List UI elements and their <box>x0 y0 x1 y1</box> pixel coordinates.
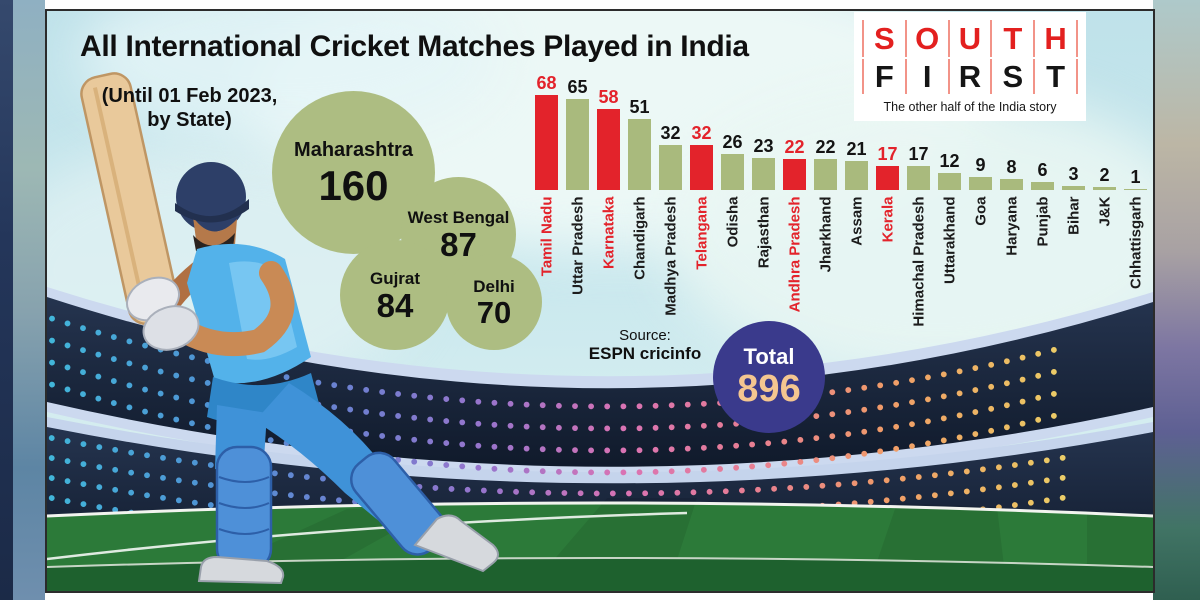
helmet-brim <box>175 199 249 223</box>
logo-letter: F <box>862 59 905 94</box>
logo-letter: R <box>947 59 991 94</box>
source-name: ESPN cricinfo <box>588 344 702 363</box>
left-blur-strip <box>13 0 45 600</box>
batsman-illustration <box>80 72 499 585</box>
infographic-card: ●●●●●●● ●● ● ●●●●●●●●●●●●●●●●●●●●●●●●● ●●●●●… <box>45 9 1155 593</box>
bubble-state-value: 70 <box>476 294 512 330</box>
cricket-shoe <box>413 514 499 573</box>
total-value: 896 <box>737 368 801 411</box>
bubble-state-name: Gujrat <box>369 268 421 288</box>
logo-letter: T <box>990 20 1033 57</box>
boundary-line <box>47 511 688 561</box>
subtitle-line-1: (Until 01 Feb 2023, <box>101 85 278 107</box>
logo-word-first: F I R S T <box>862 57 1078 94</box>
bubble-state-value: 84 <box>376 286 414 324</box>
logo-letter: I <box>904 59 948 94</box>
bubble-state-name: West Bengal <box>407 208 510 227</box>
logo-letter: S <box>862 20 905 57</box>
bubble-state-value: 87 <box>440 226 477 263</box>
logo-letter: T <box>1033 59 1078 94</box>
logo-letter: O <box>904 20 948 57</box>
page-subtitle: (Until 01 Feb 2023, by State) <box>82 85 297 132</box>
bubble-delhi: Delhi 70 <box>446 254 542 350</box>
logo-word-south: S O U T H <box>862 20 1078 57</box>
source-note: Source: ESPN cricinfo <box>567 327 723 364</box>
field-edge-line <box>47 501 1153 518</box>
logo-letter: U <box>947 20 991 57</box>
subtitle-line-2: by State) <box>147 108 232 131</box>
field-front-strip <box>47 558 1153 591</box>
logo-tagline: The other half of the India story <box>883 100 1057 114</box>
south-first-logo: S O U T H F I R S T The other half of th… <box>854 12 1086 121</box>
right-blur-strip <box>1153 0 1200 600</box>
batsman-right-arm <box>169 261 295 357</box>
logo-letter: H <box>1033 20 1078 57</box>
bubble-state-name: Delhi <box>473 276 515 296</box>
source-label: Source: <box>619 327 671 344</box>
total-badge: Total 896 <box>713 321 825 433</box>
total-label: Total <box>743 344 795 370</box>
cloud-shape <box>77 11 497 141</box>
bubble-gujrat: Gujrat 84 <box>340 240 450 350</box>
bubble-state-name: Maharashtra <box>294 138 413 161</box>
bubble-state-value: 160 <box>318 161 389 209</box>
cricket-shoe <box>197 555 285 585</box>
batting-glove <box>142 305 200 351</box>
pad-ridges <box>218 476 270 535</box>
logo-letter: S <box>990 59 1033 94</box>
page-title: All International Cricket Matches Played… <box>80 30 749 63</box>
left-dark-edge-strip <box>0 0 13 600</box>
